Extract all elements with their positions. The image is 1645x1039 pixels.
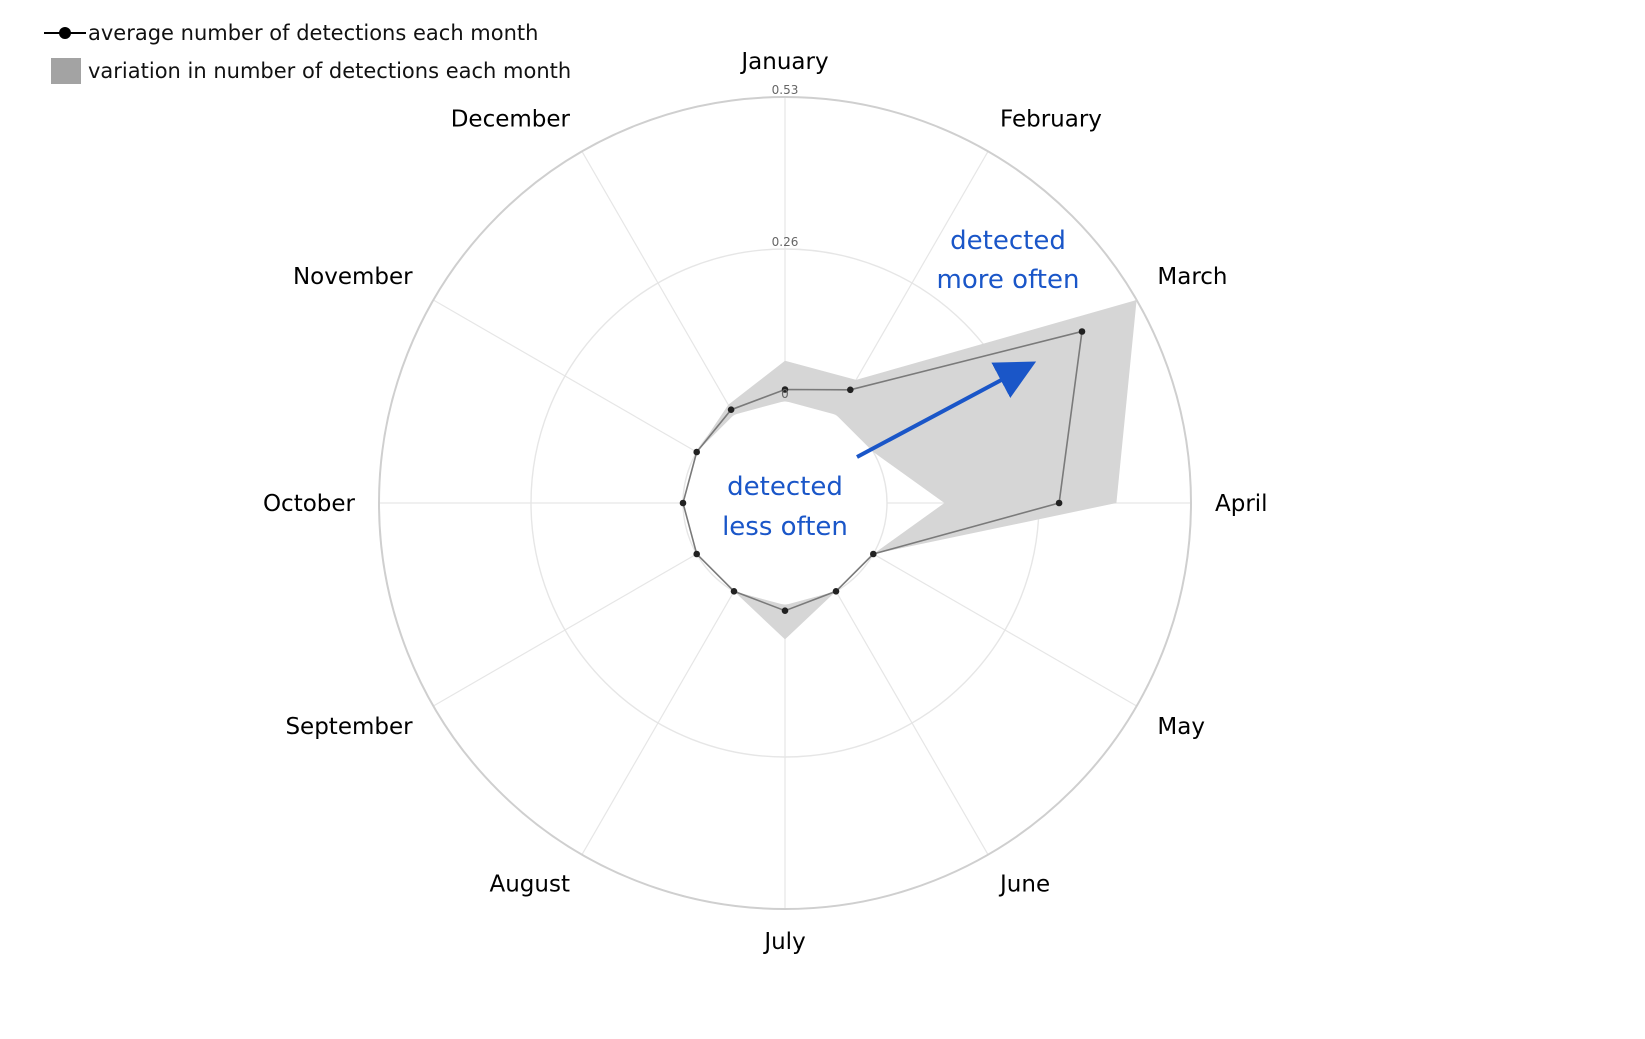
mean-point-november bbox=[693, 448, 700, 456]
mean-point-april bbox=[1055, 499, 1063, 507]
month-label-january: January bbox=[739, 49, 828, 75]
legend-label-range: variation in number of detections each m… bbox=[88, 59, 572, 83]
month-label-october: October bbox=[263, 491, 356, 517]
annotation-layer: detected more often detected less often bbox=[722, 226, 1079, 542]
month-label-april: April bbox=[1215, 491, 1268, 517]
legend-item-mean: average number of detections each month bbox=[44, 14, 571, 52]
radial-tick-label: 0.26 bbox=[772, 235, 799, 249]
mean-point-august bbox=[730, 588, 738, 595]
legend-item-range: variation in number of detections each m… bbox=[44, 52, 571, 90]
month-label-june: June bbox=[998, 871, 1050, 897]
annotation-less-often: detected bbox=[727, 472, 843, 502]
mean-point-february bbox=[847, 386, 854, 394]
mean-point-july bbox=[781, 607, 789, 614]
annotation-less-often: less often bbox=[722, 512, 848, 542]
tick-layer: 0 0.26 0.53 bbox=[772, 83, 799, 401]
mean-point-june bbox=[832, 588, 840, 595]
label-layer: January February March April May June July Augu… bbox=[263, 49, 1268, 955]
line-marker-icon bbox=[44, 23, 86, 43]
annotation-more-often: detected bbox=[950, 226, 1066, 256]
band-layer bbox=[683, 300, 1137, 640]
month-label-december: December bbox=[451, 107, 571, 133]
month-label-september: September bbox=[285, 714, 413, 740]
ring-outer bbox=[378, 96, 1192, 910]
mean-point-march bbox=[1078, 328, 1086, 335]
legend-label-mean: average number of detections each month bbox=[88, 21, 539, 45]
mean-point-january bbox=[781, 386, 789, 393]
annotation-arrow bbox=[856, 361, 1037, 459]
mean-point-may bbox=[870, 550, 877, 558]
radial-tick-label: 0.53 bbox=[772, 83, 799, 97]
range-swatch-icon bbox=[51, 58, 81, 84]
month-label-may: May bbox=[1157, 714, 1205, 740]
radial-tick-label: 0 bbox=[781, 387, 789, 401]
month-label-february: February bbox=[1000, 107, 1102, 133]
month-label-july: July bbox=[762, 929, 805, 955]
mean-point-december bbox=[727, 406, 735, 414]
legend: average number of detections each month … bbox=[44, 14, 571, 90]
month-label-march: March bbox=[1157, 264, 1227, 290]
month-label-august: August bbox=[490, 871, 571, 897]
mean-point-september bbox=[693, 550, 700, 558]
annotation-more-often: more often bbox=[937, 265, 1080, 295]
mean-point-october bbox=[679, 499, 687, 507]
point-layer bbox=[679, 328, 1086, 614]
month-label-november: November bbox=[293, 264, 413, 290]
variation-band bbox=[683, 300, 1137, 640]
